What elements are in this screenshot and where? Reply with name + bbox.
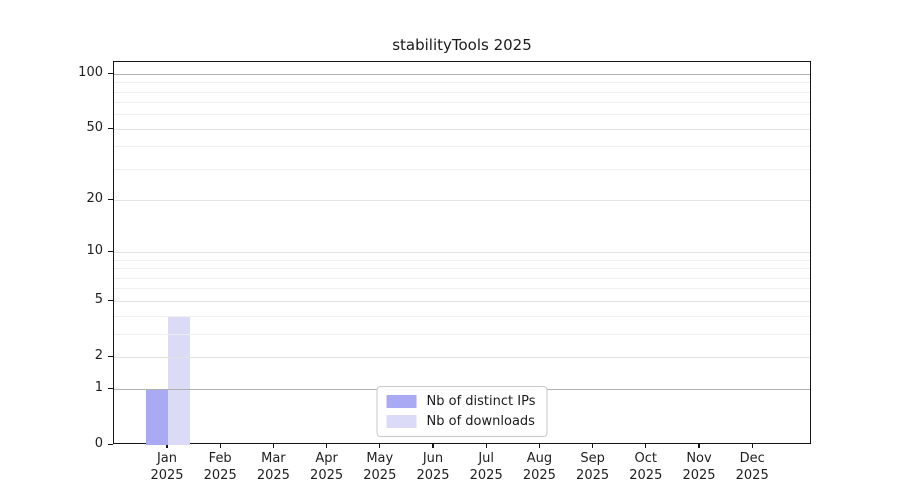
- major-gridline: [114, 200, 810, 202]
- x-axis-tick: [379, 444, 381, 448]
- x-axis-tick: [538, 444, 540, 448]
- major-gridline: [114, 252, 810, 254]
- x-axis-tick: [272, 444, 274, 448]
- y-tick-label: 1: [94, 380, 103, 396]
- y-axis-tick: [108, 355, 113, 357]
- x-tick-label: Sep 2025: [576, 451, 610, 483]
- x-tick-label: Oct 2025: [629, 451, 663, 483]
- y-tick-label: 50: [86, 119, 103, 135]
- major-gridline: [114, 128, 810, 130]
- y-tick-label: 2: [94, 347, 103, 363]
- y-axis-tick: [108, 199, 113, 201]
- x-axis-tick: [432, 444, 434, 448]
- x-axis-tick: [485, 444, 487, 448]
- x-tick-label: Jun 2025: [416, 451, 450, 483]
- x-tick-label: Apr 2025: [310, 451, 344, 483]
- minor-gridline: [114, 82, 810, 84]
- plot-area: Nb of distinct IPs Nb of downloads: [113, 61, 811, 445]
- y-axis-tick: [108, 388, 113, 390]
- y-axis-tick: [108, 127, 113, 129]
- x-tick-label: Aug 2025: [522, 451, 556, 483]
- y-axis-tick: [108, 444, 113, 446]
- x-axis-tick: [219, 444, 221, 448]
- y-axis-tick: [108, 299, 113, 302]
- y-tick-label: 10: [86, 243, 103, 259]
- x-axis-tick: [645, 444, 647, 448]
- y-tick-label: 0: [94, 436, 103, 451]
- minor-gridline: [114, 91, 810, 93]
- x-axis-tick: [326, 444, 328, 448]
- x-axis-tick: [698, 444, 700, 448]
- major-gridline: [114, 356, 810, 358]
- major-gridline: [114, 73, 810, 75]
- bar-distinct-ips: [146, 389, 168, 445]
- legend-swatch-distinct-ips: [386, 395, 417, 408]
- legend-label-downloads: Nb of downloads: [426, 414, 535, 429]
- x-tick-label: Jan 2025: [150, 451, 184, 483]
- x-axis-tick: [751, 444, 753, 448]
- legend-label-distinct-ips: Nb of distinct IPs: [426, 394, 536, 409]
- y-tick-label: 20: [86, 191, 103, 207]
- bar-downloads: [168, 315, 190, 445]
- y-tick-label: 100: [78, 64, 103, 80]
- x-tick-label: Feb 2025: [203, 451, 237, 483]
- minor-gridline: [114, 288, 810, 290]
- minor-gridline: [114, 333, 810, 335]
- legend-item-downloads: Nb of downloads: [386, 414, 536, 429]
- minor-gridline: [114, 315, 810, 317]
- minor-gridline: [114, 259, 810, 261]
- x-tick-label: Mar 2025: [256, 451, 290, 483]
- legend-swatch-downloads: [386, 415, 417, 428]
- x-axis-tick: [166, 444, 168, 448]
- minor-gridline: [114, 102, 810, 104]
- minor-gridline: [114, 277, 810, 279]
- chart-title: stabilityTools 2025: [392, 36, 532, 54]
- y-axis-tick: [108, 251, 113, 253]
- minor-gridline: [114, 114, 810, 116]
- minor-gridline: [114, 168, 810, 170]
- minor-gridline: [114, 146, 810, 148]
- legend-item-distinct-ips: Nb of distinct IPs: [386, 394, 536, 409]
- x-tick-label: Jul 2025: [469, 451, 503, 483]
- x-axis-tick: [592, 444, 594, 448]
- legend: Nb of distinct IPs Nb of downloads: [376, 386, 548, 437]
- y-tick-label: 5: [94, 291, 103, 307]
- minor-gridline: [114, 268, 810, 270]
- major-gridline: [114, 300, 810, 302]
- x-tick-label: May 2025: [363, 451, 397, 483]
- x-tick-label: Nov 2025: [682, 451, 716, 483]
- y-axis-tick: [108, 72, 113, 74]
- x-tick-label: Dec 2025: [735, 451, 769, 483]
